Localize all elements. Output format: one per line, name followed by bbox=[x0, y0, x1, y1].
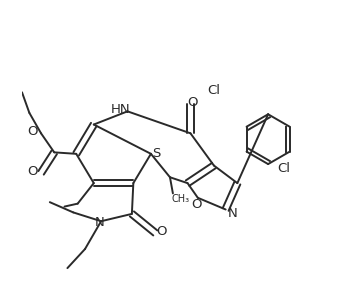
Text: N: N bbox=[95, 216, 104, 229]
Text: HN: HN bbox=[110, 103, 130, 116]
Text: CH₃: CH₃ bbox=[171, 194, 189, 204]
Text: N: N bbox=[228, 207, 238, 219]
Text: O: O bbox=[28, 165, 38, 178]
Text: Cl: Cl bbox=[278, 162, 291, 175]
Text: O: O bbox=[28, 125, 38, 138]
Text: O: O bbox=[191, 198, 202, 211]
Text: Cl: Cl bbox=[207, 84, 220, 97]
Text: S: S bbox=[152, 147, 160, 160]
Text: O: O bbox=[156, 225, 167, 238]
Text: O: O bbox=[188, 96, 198, 109]
